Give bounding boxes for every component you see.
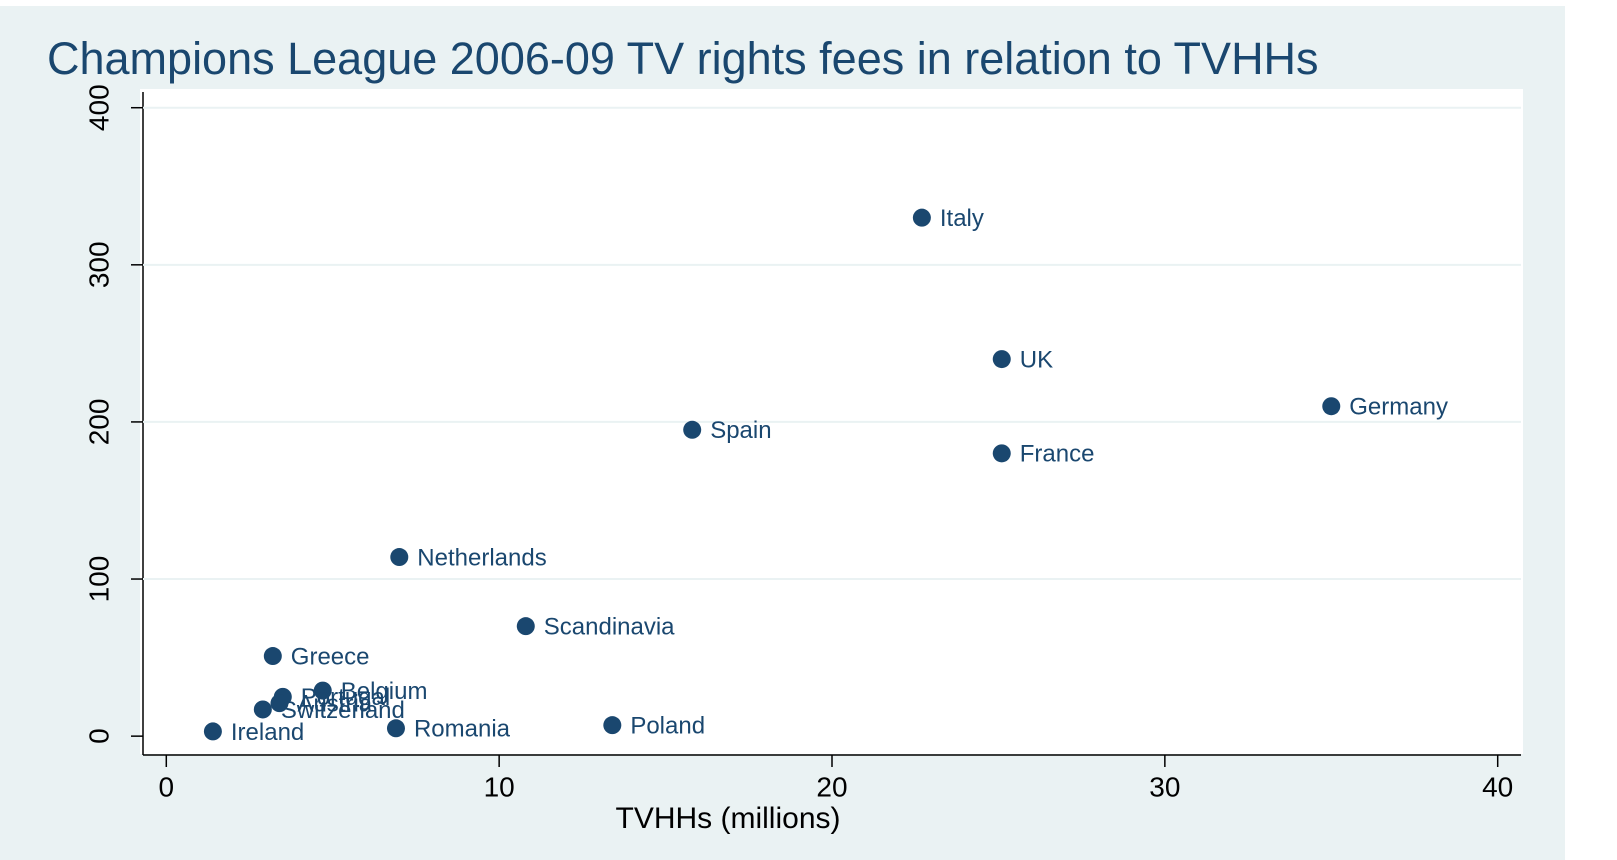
- point-label: Italy: [940, 205, 984, 232]
- point: [516, 617, 535, 636]
- point: [263, 647, 282, 666]
- point-label: Austria: [297, 690, 372, 717]
- point-label: Poland: [630, 712, 705, 739]
- point-label: Switzerland: [281, 697, 405, 724]
- point: [253, 700, 272, 719]
- point: [683, 420, 702, 439]
- point-label: Greece: [291, 643, 370, 670]
- point-label: Portugal: [301, 684, 390, 711]
- point: [390, 548, 409, 567]
- point: [603, 716, 622, 735]
- point: [386, 719, 405, 738]
- point: [992, 350, 1011, 369]
- point-label: Netherlands: [417, 544, 546, 571]
- x-tick-label: 30: [1149, 771, 1180, 802]
- point: [313, 681, 332, 700]
- x-axis-label: TVHHs (millions): [616, 802, 841, 835]
- y-tick-label: 100: [83, 556, 114, 603]
- y-tick-label: 400: [83, 84, 114, 131]
- point: [1322, 397, 1341, 416]
- point-label: Germany: [1349, 394, 1448, 421]
- point-label: Belgium: [341, 678, 428, 705]
- point: [203, 722, 222, 741]
- x-tick-label: 40: [1482, 771, 1513, 802]
- y-tick-label: 300: [83, 241, 114, 288]
- point: [270, 694, 289, 713]
- point: [912, 208, 931, 227]
- point-label: Spain: [710, 417, 771, 444]
- point: [992, 444, 1011, 463]
- x-tick-label: 20: [816, 771, 847, 802]
- point-label: Romania: [414, 716, 511, 743]
- point-label: Ireland: [231, 719, 304, 746]
- point-label: Scandinavia: [544, 614, 675, 641]
- y-tick-label: 200: [83, 399, 114, 446]
- x-tick-label: 10: [484, 771, 515, 802]
- y-tick-label: 0: [83, 728, 114, 744]
- point-label: UK: [1020, 346, 1053, 373]
- point-label: France: [1020, 441, 1095, 468]
- x-tick-label: 0: [159, 771, 175, 802]
- chart-title: Champions League 2006-09 TV rights fees …: [47, 33, 1319, 84]
